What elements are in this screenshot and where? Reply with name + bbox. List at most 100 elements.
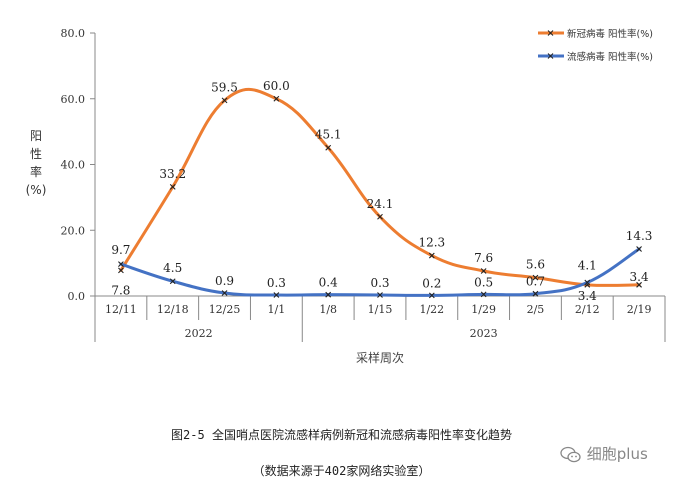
- data-label: 9.7: [111, 243, 130, 257]
- legend: 新冠病毒 阳性率(%) 流感病毒 阳性率(%): [538, 28, 653, 63]
- point-marker: [273, 292, 280, 298]
- y-tick-label: 40.0: [61, 159, 86, 172]
- year-label: 2022: [185, 327, 213, 340]
- x-tick-label: 2/12: [575, 303, 600, 316]
- data-point: [636, 281, 642, 288]
- series-layer: [118, 87, 642, 299]
- data-label: 24.1: [367, 197, 394, 211]
- data-label: 60.0: [263, 79, 290, 93]
- data-point: [377, 213, 383, 220]
- data-point: [273, 95, 280, 102]
- data-point: [169, 278, 176, 285]
- point-marker: [636, 281, 642, 288]
- data-point: [532, 274, 539, 281]
- watermark: 细胞plus: [560, 443, 648, 464]
- series-line-covid: [119, 87, 641, 287]
- point-marker: [325, 291, 332, 298]
- point-marker: [325, 144, 332, 151]
- x-tick-label: 1/1: [268, 303, 286, 316]
- data-label: 3.4: [630, 270, 649, 284]
- wechat-icon: [560, 446, 581, 462]
- point-marker: [221, 97, 228, 104]
- data-point: [325, 291, 332, 298]
- figure-source-note: （数据来源于402家网络实验室）: [252, 464, 431, 478]
- legend-marker: [547, 53, 554, 59]
- data-labels: 7.8 33.2 59.5 60.0 45.1 24.1 12.3 7.6 5.6 3.4 3.4 9…: [111, 79, 652, 303]
- legend-item: 新冠病毒 阳性率(%): [538, 28, 653, 40]
- data-point: [273, 292, 280, 298]
- x-tick-label: 2/19: [627, 303, 652, 316]
- data-label: 0.4: [319, 276, 338, 290]
- data-point: [636, 246, 642, 252]
- point-marker: [636, 246, 642, 252]
- legend-marker: [547, 30, 554, 36]
- legend-item: 流感病毒 阳性率(%): [538, 51, 653, 63]
- data-point: [221, 290, 228, 296]
- data-label: 0.2: [422, 276, 441, 290]
- data-label: 45.1: [315, 128, 342, 142]
- data-point: [428, 252, 435, 259]
- data-point: [169, 183, 176, 190]
- point-marker: [428, 252, 435, 259]
- x-tick-label: 12/11: [105, 303, 137, 316]
- data-label: 0.7: [526, 275, 545, 289]
- x-tick-label: 1/22: [419, 303, 444, 316]
- y-axis-title: 阳性率(%): [26, 129, 47, 197]
- data-label: 59.5: [211, 80, 238, 94]
- point-marker: [532, 290, 539, 297]
- line-chart: 0.0 20.0 40.0 60.0 80.0 阳性率(%) 12/11 12/18 12/25…: [26, 27, 666, 365]
- x-tick-label: 12/25: [209, 303, 241, 316]
- data-point: [377, 292, 383, 298]
- data-label: 5.6: [526, 258, 545, 272]
- x-tick-label: 1/15: [368, 303, 393, 316]
- data-label: 33.2: [159, 167, 186, 181]
- point-marker: [169, 278, 176, 285]
- y-tick-label: 60.0: [61, 93, 86, 106]
- watermark-text: 细胞plus: [586, 445, 648, 463]
- data-point: [118, 267, 124, 274]
- data-point: [428, 292, 435, 299]
- point-marker: [118, 261, 124, 268]
- point-marker: [428, 292, 435, 299]
- point-marker: [169, 183, 176, 190]
- point-marker: [480, 268, 487, 274]
- y-tick-label: 20.0: [61, 224, 86, 237]
- data-label: 14.3: [626, 229, 653, 243]
- data-label: 0.3: [370, 276, 389, 290]
- x-tick-label: 2/5: [527, 303, 545, 316]
- data-point: [480, 291, 487, 298]
- x-tick-label: 1/8: [319, 303, 337, 316]
- point-marker: [584, 279, 591, 286]
- data-point: [325, 144, 332, 151]
- point-marker: [118, 267, 124, 274]
- y-tick-label: 0.0: [68, 290, 86, 303]
- point-marker: [377, 213, 383, 220]
- data-label: 7.8: [111, 283, 130, 297]
- data-label: 0.5: [474, 275, 493, 289]
- data-label: 3.4: [578, 289, 597, 303]
- figure-caption: 图2-5 全国哨点医院流感样病例新冠和流感病毒阳性率变化趋势: [171, 428, 512, 442]
- x-tick-label: 1/29: [471, 303, 496, 316]
- data-point: [221, 97, 228, 104]
- data-point: [532, 290, 539, 297]
- data-point: [118, 261, 124, 268]
- y-tick-label: 80.0: [61, 27, 86, 40]
- point-marker: [221, 290, 228, 296]
- data-point: [480, 268, 487, 274]
- data-point: [584, 279, 591, 286]
- data-label: 0.9: [215, 274, 234, 288]
- data-label: 0.3: [267, 276, 286, 290]
- x-tick-label: 12/18: [157, 303, 189, 316]
- point-marker: [377, 292, 383, 298]
- year-label: 2023: [470, 327, 498, 340]
- data-label: 7.6: [474, 251, 493, 265]
- point-marker: [480, 291, 487, 298]
- point-marker: [532, 274, 539, 281]
- data-label: 4.1: [578, 259, 597, 273]
- point-marker: [273, 95, 280, 102]
- legend-label: 流感病毒 阳性率(%): [567, 51, 653, 63]
- x-axis-title: 采样周次: [356, 350, 404, 365]
- data-label: 12.3: [418, 236, 445, 250]
- axes: 0.0 20.0 40.0 60.0 80.0 阳性率(%) 12/11 12/18 12/25…: [26, 27, 666, 365]
- legend-label: 新冠病毒 阳性率(%): [567, 28, 653, 40]
